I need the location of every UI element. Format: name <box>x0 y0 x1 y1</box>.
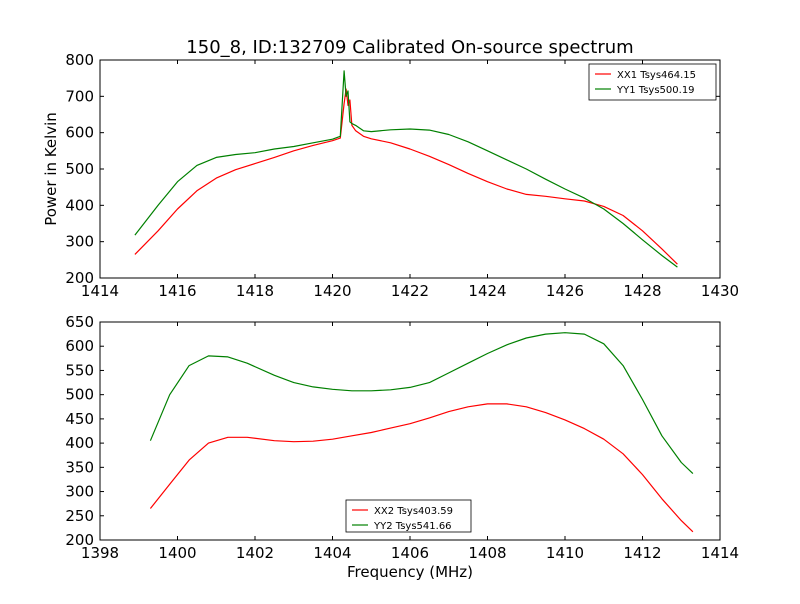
x-axis-label: Frequency (MHz) <box>347 563 473 581</box>
legend-label: YY1 Tsys500.19 <box>616 85 695 96</box>
legend-box <box>345 499 472 533</box>
y-tick-label: 200 <box>65 269 94 287</box>
legend-box <box>588 63 717 101</box>
y-tick-label: 400 <box>65 434 94 452</box>
series-line-xx1 <box>134 88 678 265</box>
x-tick-label: 1414 <box>701 544 739 562</box>
subplot-1 <box>99 59 721 279</box>
x-tick-label: 1402 <box>236 544 274 562</box>
legend-label: YY2 Tsys541.66 <box>373 521 452 532</box>
x-tick-label: 1412 <box>623 544 661 562</box>
y-tick-label: 600 <box>65 337 94 355</box>
x-tick-label: 1426 <box>546 282 584 300</box>
x-tick-label: 1400 <box>158 544 196 562</box>
y-tick-label: 500 <box>65 160 94 178</box>
x-tick-label: 1428 <box>623 282 661 300</box>
y-tick-label: 550 <box>65 361 94 379</box>
y-tick-label: 400 <box>65 196 94 214</box>
y-tick-label: 250 <box>65 507 94 525</box>
y-tick-label: 350 <box>65 458 94 476</box>
x-tick-label: 1420 <box>313 282 351 300</box>
y-tick-label: 300 <box>65 233 94 251</box>
x-tick-label: 1422 <box>391 282 429 300</box>
x-tick-label: 1410 <box>546 544 584 562</box>
x-tick-label: 1406 <box>391 544 429 562</box>
y-tick-label: 500 <box>65 386 94 404</box>
x-tick-label: 1418 <box>236 282 274 300</box>
y-tick-label: 600 <box>65 124 94 142</box>
chart-title: 150_8, ID:132709 Calibrated On-source sp… <box>186 37 633 58</box>
y-tick-label: 650 <box>65 313 94 331</box>
subplot-2 <box>99 321 721 541</box>
x-tick-label: 1408 <box>468 544 506 562</box>
series-line-yy1 <box>134 70 678 268</box>
y-tick-label: 450 <box>65 410 94 428</box>
x-tick-label: 1404 <box>313 544 351 562</box>
series-line-yy2 <box>149 332 694 475</box>
y-axis-label: Power in Kelvin <box>42 112 60 226</box>
legend-label: XX2 Tsys403.59 <box>374 506 453 517</box>
x-tick-label: 1430 <box>701 282 739 300</box>
series-line-xx2 <box>149 403 694 533</box>
legend-label: XX1 Tsys464.15 <box>617 70 696 81</box>
y-tick-label: 300 <box>65 483 94 501</box>
x-tick-label: 1414 <box>81 282 119 300</box>
y-tick-label: 800 <box>65 51 94 69</box>
x-tick-label: 1424 <box>468 282 506 300</box>
y-tick-label: 700 <box>65 87 94 105</box>
y-tick-label: 200 <box>65 531 94 549</box>
x-tick-label: 1416 <box>158 282 196 300</box>
x-tick-label: 1398 <box>81 544 119 562</box>
